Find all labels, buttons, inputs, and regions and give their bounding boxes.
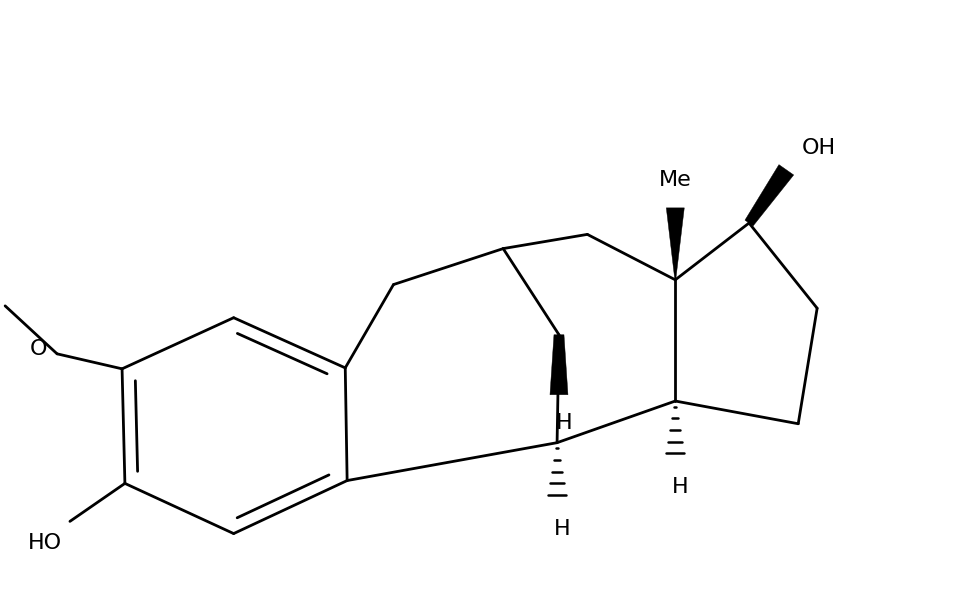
Text: Me: Me (659, 170, 692, 190)
Text: H: H (556, 413, 572, 433)
Text: O: O (30, 339, 47, 359)
Text: H: H (672, 477, 689, 497)
Polygon shape (666, 208, 684, 280)
Polygon shape (550, 334, 568, 395)
Polygon shape (745, 164, 793, 226)
Text: OH: OH (801, 138, 836, 158)
Text: H: H (554, 518, 570, 538)
Text: HO: HO (28, 534, 62, 554)
